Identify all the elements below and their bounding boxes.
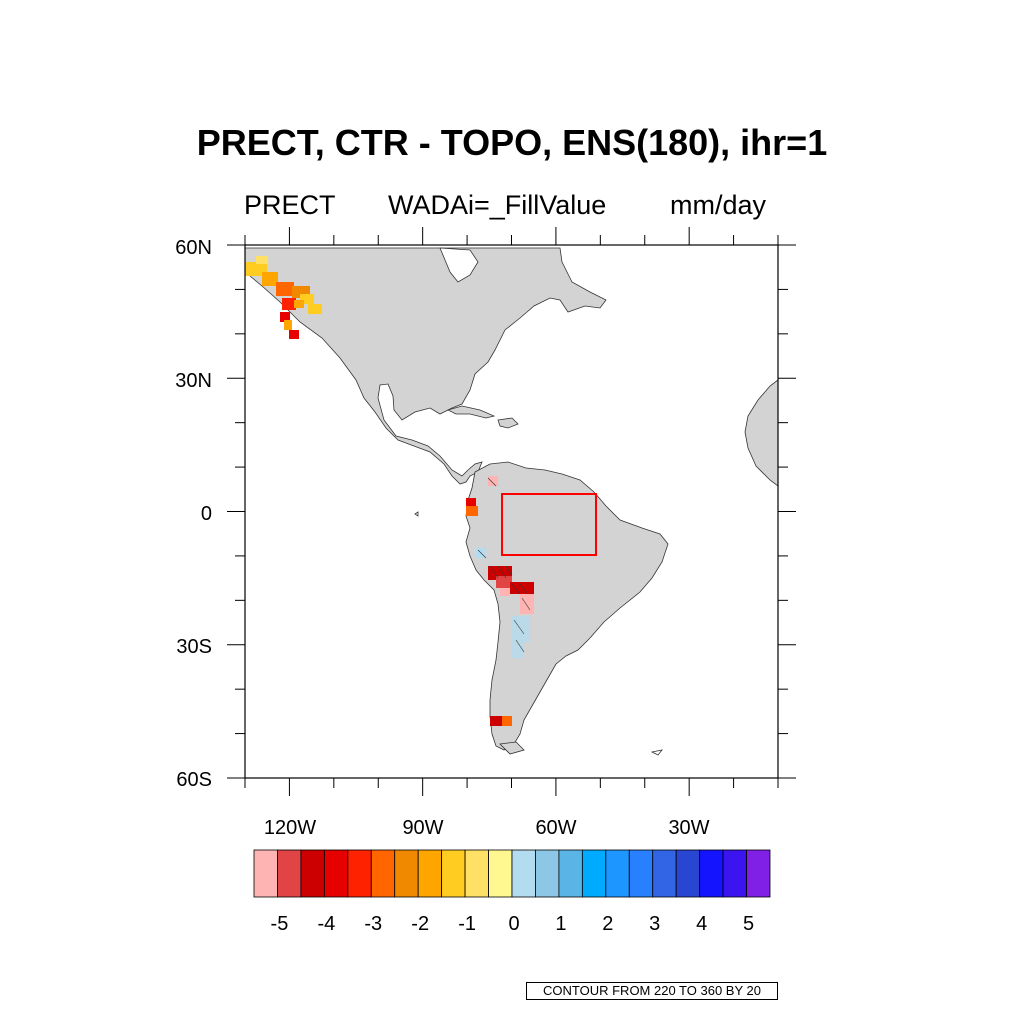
land-south-america [465,461,669,751]
colorbar-label: 2 [602,913,613,935]
land-tierra-del-fuego [499,741,525,755]
colorbar-label: -5 [271,913,289,935]
colorbar-label: -4 [317,913,335,935]
subtitle-center: WADAi=_FillValue [388,190,607,220]
colorbar-swatch [628,849,654,898]
contour-info-box: CONTOUR FROM 220 TO 360 BY 20 [526,982,778,1000]
colorbar-swatch [511,849,536,898]
precip-cell [490,716,502,726]
colorbar-swatch [581,849,607,898]
hudson-bay [439,247,479,283]
colorbar-swatch [394,849,419,898]
colorbar-labels: -5 -4 -3 -2 -1 0 1 2 3 4 5 [271,913,755,935]
significance-hatching [477,477,531,653]
land-africa-edge [744,379,778,487]
colorbar-swatch [323,849,349,898]
lon-label-90w: 90W [402,817,443,839]
precip-cell [262,272,278,286]
precip-cell [488,476,498,486]
precip-cell [282,298,296,310]
colorbar-label: -1 [458,913,476,935]
precip-cell [256,256,268,264]
lat-label-60s: 60S [176,769,212,791]
colorbar-swatch [277,849,302,898]
colorbar-swatch [746,849,771,898]
subtitle-left: PRECT [244,190,336,220]
land-north-america [245,247,607,485]
colorbar-label: 1 [555,913,566,935]
colorbar-label: 3 [649,913,660,935]
precip-cell [294,300,304,308]
precip-cell [466,506,478,516]
region-box [501,493,597,556]
colorbar-swatch [464,849,489,898]
colorbar-label: 5 [743,913,754,935]
precip-cell [496,576,512,588]
colorbar-swatch [652,849,677,898]
precip-cell [466,498,476,508]
precip-cell [289,330,299,339]
lat-label-eq: 0 [201,503,212,525]
colorbar-swatch [347,849,372,898]
precip-cell [512,642,524,658]
colorbar-label: 0 [508,913,519,935]
colorbar-swatch [605,849,630,898]
land-layer [245,247,778,756]
colorbar-swatch [441,849,466,898]
axis-ticks [227,227,796,796]
land-hispaniola [497,417,519,429]
precip-cell [280,312,290,322]
colorbar-swatch [417,849,443,898]
lat-label-30s: 30S [176,636,212,658]
lat-label-60n: 60N [175,237,212,259]
colorbar-label: 4 [696,913,707,935]
colorbar-swatch [722,849,747,898]
plot-title: PRECT, CTR - TOPO, ENS(180), ihr=1 [196,122,828,163]
colorbar-swatch [488,849,513,898]
precip-cell [284,320,292,330]
colorbar-swatch [300,849,325,898]
land-galapagos [414,511,419,517]
precip-cell [276,282,294,296]
colorbar-swatch [370,849,396,898]
precip-cell [520,594,534,614]
colorbar-label: -2 [411,913,429,935]
precip-cell [300,294,314,304]
land-cuba [446,405,496,419]
colorbar-swatch [699,849,724,898]
precip-cell [510,582,534,594]
precip-cell [308,304,322,314]
lon-label-120w: 120W [264,817,316,839]
lon-label-60w: 60W [535,817,576,839]
precip-anomaly-layer [245,256,534,726]
colorbar-swatch [535,849,560,898]
colorbar-swatch [253,849,278,898]
colorbar-label: -3 [364,913,382,935]
land-falklands [650,749,663,756]
lat-label-30n: 30N [175,370,212,392]
colorbar-swatch [675,849,701,898]
precip-cell [245,262,267,276]
precip-cell [502,716,512,726]
precip-cell [512,616,530,642]
lon-label-30w: 30W [668,817,709,839]
colorbar-swatch [558,849,583,898]
colorbar [253,849,771,898]
precip-cell [500,588,510,596]
subtitle-right: mm/day [670,190,767,220]
